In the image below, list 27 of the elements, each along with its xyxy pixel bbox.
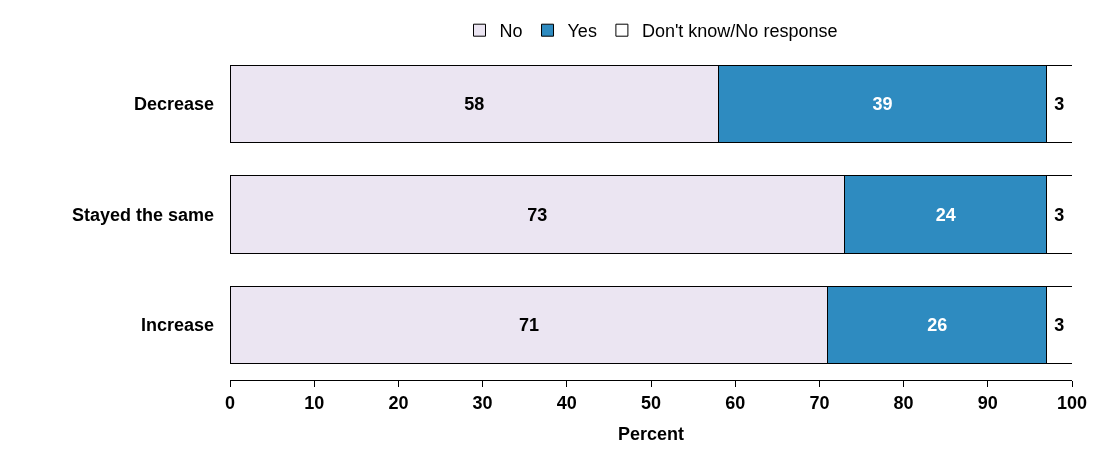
y-tick-label: Decrease xyxy=(133,94,214,115)
data-label: 3 xyxy=(1054,204,1065,225)
x-tick-label: 60 xyxy=(725,392,746,413)
data-label: 39 xyxy=(872,94,893,115)
x-tick-label: 30 xyxy=(472,392,493,413)
x-tick-label: 50 xyxy=(640,392,662,413)
x-tick-label: 100 xyxy=(1056,392,1088,413)
x-tick-label: 90 xyxy=(977,392,998,413)
x-axis-title: Percent xyxy=(617,423,685,444)
data-label: 24 xyxy=(935,204,956,225)
data-label: 73 xyxy=(527,204,548,225)
x-tick-label: 40 xyxy=(556,392,577,413)
x-tick-label: 80 xyxy=(893,392,914,413)
x-tick-label: 0 xyxy=(224,392,236,413)
y-tick-label: Increase xyxy=(140,315,214,336)
data-label: 58 xyxy=(464,94,485,115)
legend-label: No xyxy=(499,21,523,42)
data-label: 3 xyxy=(1054,94,1065,115)
x-tick-label: 20 xyxy=(388,392,409,413)
legend-label: Yes xyxy=(567,21,597,42)
x-tick-label: 70 xyxy=(809,392,830,413)
y-tick-label: Stayed the same xyxy=(71,204,214,225)
data-label: 71 xyxy=(518,314,539,335)
data-label: 26 xyxy=(927,314,948,335)
data-label: 3 xyxy=(1054,314,1065,335)
x-tick-label: 10 xyxy=(304,392,325,413)
legend-label: Don't know/No response xyxy=(641,21,838,42)
